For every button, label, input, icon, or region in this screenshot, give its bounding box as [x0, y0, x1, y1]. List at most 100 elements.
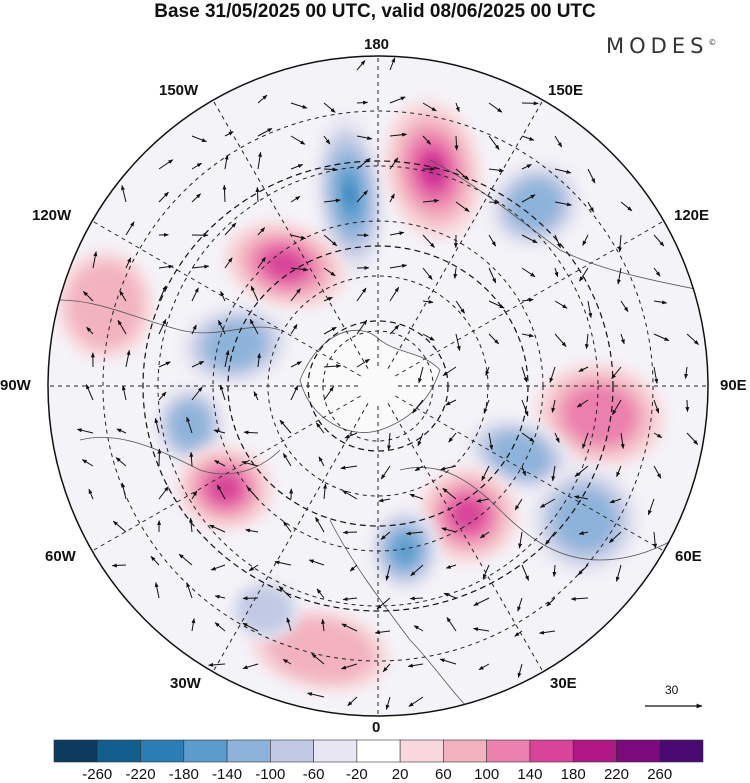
wind-vector	[612, 399, 622, 416]
wind-vector	[389, 193, 395, 203]
colorbar-tick-label: -100	[255, 766, 286, 783]
wind-vector	[488, 200, 500, 205]
latitude-circle	[102, 110, 654, 662]
wind-vector	[488, 333, 500, 345]
wind-vector	[389, 57, 396, 71]
wind-vector	[442, 366, 457, 377]
wind-vector	[210, 564, 226, 571]
wind-vector	[86, 326, 94, 335]
anomaly-contour-band	[204, 322, 266, 368]
wind-vector	[323, 483, 328, 500]
colorbar-swatch	[226, 739, 271, 763]
wind-vector	[554, 333, 567, 347]
wind-vector	[282, 452, 292, 467]
anomaly-negative	[466, 417, 574, 493]
height-contour	[142, 160, 614, 612]
anomaly-contour-band	[393, 535, 417, 565]
wind-vector	[554, 300, 568, 309]
wind-vector	[653, 333, 670, 342]
colorbar-swatch	[356, 739, 401, 763]
wind-vector	[154, 582, 160, 599]
wind-vector	[342, 597, 358, 602]
wind-vector	[321, 618, 326, 632]
wind-vector	[554, 267, 559, 278]
wind-vector	[488, 168, 505, 173]
wind-vector	[242, 622, 259, 632]
wind-vector	[257, 127, 273, 137]
wind-vector	[576, 399, 589, 408]
colorbar-swatch	[616, 739, 661, 763]
copyright-mark: ©	[708, 38, 717, 47]
lon-label-120w: 120W	[32, 207, 72, 224]
wind-vector	[158, 361, 171, 368]
wind-vector	[323, 267, 336, 277]
wind-vector	[374, 630, 391, 635]
wind-vector	[224, 154, 229, 170]
colorbar-swatch	[399, 739, 444, 763]
wind-vector	[422, 234, 435, 248]
wind-vector	[356, 190, 368, 203]
anomaly-contour-band	[508, 180, 562, 230]
wind-vector	[389, 231, 405, 236]
wind-vector	[587, 201, 595, 213]
wind-vector	[323, 198, 341, 203]
wind-vector	[323, 234, 338, 247]
wind-vector	[125, 349, 131, 368]
wind-vector	[278, 585, 292, 599]
wind-vector	[191, 360, 205, 368]
wind-vector	[290, 288, 301, 302]
wind-vector	[514, 498, 523, 511]
wind-vector	[191, 324, 197, 335]
wind-vector	[422, 333, 435, 341]
colorbar-swatch	[443, 739, 487, 763]
wind-vector	[356, 135, 373, 140]
wind-vector	[178, 553, 193, 566]
wind-vector	[115, 457, 127, 467]
wind-vector	[323, 102, 336, 113]
wind-vector	[241, 460, 259, 467]
wind-vector	[290, 135, 306, 145]
wind-vector	[488, 300, 505, 309]
wind-vector	[418, 366, 424, 384]
wind-vector	[158, 159, 174, 170]
wind-vector	[579, 267, 589, 282]
anomaly-negative	[488, 161, 582, 249]
wind-vector	[521, 432, 535, 443]
meridian-line	[212, 403, 369, 673]
wind-vector	[191, 264, 210, 269]
modes-logo: MODES©	[606, 34, 716, 58]
wind-vector	[479, 531, 490, 539]
wind-vector	[121, 385, 127, 401]
wind-vector	[521, 234, 538, 244]
wind-vector	[318, 456, 325, 467]
anomaly-positive	[535, 362, 665, 468]
wind-vector	[282, 658, 292, 665]
wind-vector	[521, 135, 535, 141]
lon-label-30e: 30E	[550, 675, 577, 692]
wind-vector	[389, 286, 400, 302]
wind-vector	[82, 291, 94, 302]
wind-vector	[455, 102, 460, 113]
wind-vector	[290, 195, 301, 203]
colorbar-tick-label: -60	[302, 766, 325, 783]
colorbar-swatch	[53, 739, 98, 763]
anomaly-contour-band	[490, 433, 550, 477]
wind-vector	[584, 333, 589, 350]
wind-vector	[488, 102, 503, 113]
colorbar-swatch	[529, 739, 574, 763]
reference-vector-label: 30	[665, 683, 679, 697]
wind-vector	[217, 319, 226, 335]
wind-vector	[442, 487, 457, 500]
wind-vector	[554, 168, 572, 174]
wind-vector	[119, 290, 127, 302]
wind-vectors	[76, 57, 699, 710]
colorbar-tick-label: 20	[391, 766, 409, 783]
wind-vector	[121, 185, 127, 203]
wind-vector	[488, 234, 497, 247]
wind-vector	[311, 653, 325, 665]
anomaly-contour-band	[208, 473, 242, 503]
wind-vector	[157, 448, 162, 467]
meridian-line	[212, 99, 369, 369]
wind-vector	[125, 257, 132, 269]
wind-vector	[323, 296, 333, 302]
